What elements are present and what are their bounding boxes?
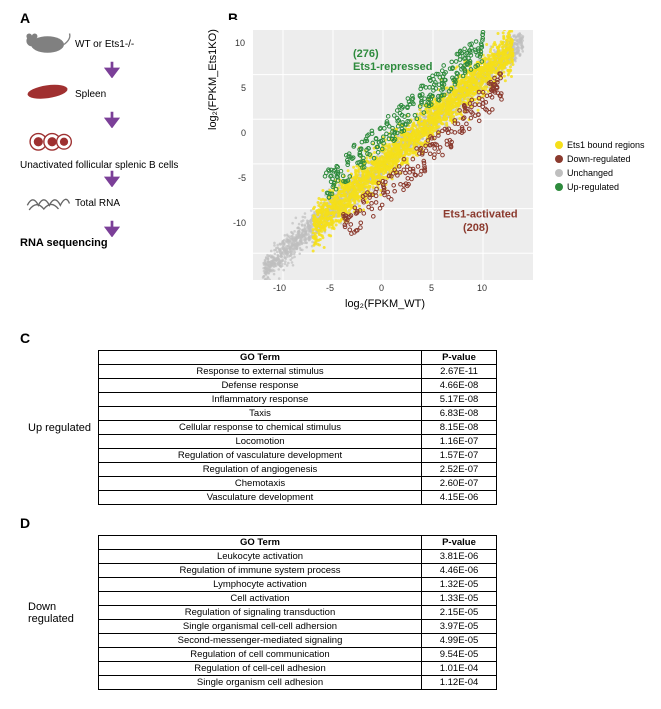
step-cells <box>20 128 180 160</box>
table-row: Leukocyte activation3.81E-06 <box>99 550 497 564</box>
panel-b-scatter: (276)Ets1-repressedEts1-activated(208) l… <box>205 20 555 320</box>
panel-d-label: D <box>20 515 30 531</box>
panel-d-table-block: Down regulated GO TermP-valueLeukocyte a… <box>28 535 497 690</box>
xtick: 0 <box>379 283 384 293</box>
table-row: Regulation of signaling transduction2.15… <box>99 606 497 620</box>
legend: Ets1 bound regions Down-regulated Unchange… <box>555 140 645 196</box>
xtick: -10 <box>273 283 286 293</box>
step-rna: Total RNA <box>20 187 180 219</box>
table-row: Single organismal cell-cell adhersion3.9… <box>99 620 497 634</box>
table-row: Vasculature development4.15E-06 <box>99 491 497 505</box>
seq-label: RNA sequencing <box>20 237 180 249</box>
cells-label: Unactivated follicular splenic B cells <box>20 160 180 171</box>
table-row: Response to external stimulus2.67E-11 <box>99 365 497 379</box>
scatter-plot-area: (276)Ets1-repressedEts1-activated(208) <box>253 30 533 280</box>
table-row: Cell activation1.33E-05 <box>99 592 497 606</box>
xtick: -5 <box>326 283 334 293</box>
scatter-svg: (276)Ets1-repressedEts1-activated(208) <box>253 30 533 280</box>
xtick: 5 <box>429 283 434 293</box>
arrow-icon <box>32 219 192 237</box>
table-row: Regulation of immune system process4.46E… <box>99 564 497 578</box>
rna-icon <box>20 187 75 219</box>
ytick: 5 <box>241 83 246 93</box>
ytick: -5 <box>238 173 246 183</box>
ytick: 10 <box>235 38 245 48</box>
table-row: Lymphocyte activation1.32E-05 <box>99 578 497 592</box>
ytick: -10 <box>233 218 246 228</box>
table-d-side-label: Down regulated <box>28 601 98 625</box>
xtick: 10 <box>477 283 487 293</box>
table-row: Regulation of cell communication9.54E-05 <box>99 648 497 662</box>
table-row: Inflammatory response5.17E-08 <box>99 393 497 407</box>
panel-c-label: C <box>20 330 30 346</box>
mouse-icon <box>20 28 75 60</box>
cells-icon <box>20 128 75 160</box>
table-row: Second-messenger-mediated signaling4.99E… <box>99 634 497 648</box>
x-axis-label: log₂(FPKM_WT) <box>345 298 425 310</box>
legend-item: Down-regulated <box>555 154 645 164</box>
table-row: Regulation of vasculature development1.5… <box>99 449 497 463</box>
rna-label: Total RNA <box>75 198 120 209</box>
table-row: Defense response4.66E-08 <box>99 379 497 393</box>
table-row: Regulation of angiogenesis2.52E-07 <box>99 463 497 477</box>
genotype-label: WT or Ets1-/- <box>75 39 134 50</box>
table-row: Locomotion1.16E-07 <box>99 435 497 449</box>
go-table-down: GO TermP-valueLeukocyte activation3.81E-… <box>98 535 497 690</box>
arrow-icon <box>32 110 192 128</box>
figure: A WT or Ets1-/- Spleen Unactivated folli… <box>10 10 651 699</box>
table-row: Single organism cell adhesion1.12E-04 <box>99 676 497 690</box>
legend-item: Ets1 bound regions <box>555 140 645 150</box>
table-c-side-label: Up regulated <box>28 422 98 434</box>
step-spleen: Spleen <box>20 78 180 110</box>
step-mouse: WT or Ets1-/- <box>20 28 180 60</box>
y-axis-label: log₂(FPKM_Ets1KO) <box>207 29 219 130</box>
go-table-up: GO TermP-valueResponse to external stimu… <box>98 350 497 505</box>
panel-a-workflow: WT or Ets1-/- Spleen Unactivated follicu… <box>20 28 180 249</box>
table-row: Cellular response to chemical stimulus8.… <box>99 421 497 435</box>
table-row: Taxis6.83E-08 <box>99 407 497 421</box>
spleen-label: Spleen <box>75 89 106 100</box>
table-row: Regulation of cell-cell adhesion1.01E-04 <box>99 662 497 676</box>
ytick: 0 <box>241 128 246 138</box>
arrow-icon <box>32 60 192 78</box>
panel-a-label: A <box>20 10 30 26</box>
table-row: Chemotaxis2.60E-07 <box>99 477 497 491</box>
legend-item: Unchanged <box>555 168 645 178</box>
legend-item: Up-regulated <box>555 182 645 192</box>
spleen-icon <box>20 78 75 110</box>
panel-c-table-block: Up regulated GO TermP-valueResponse to e… <box>28 350 497 505</box>
arrow-icon <box>32 169 192 187</box>
